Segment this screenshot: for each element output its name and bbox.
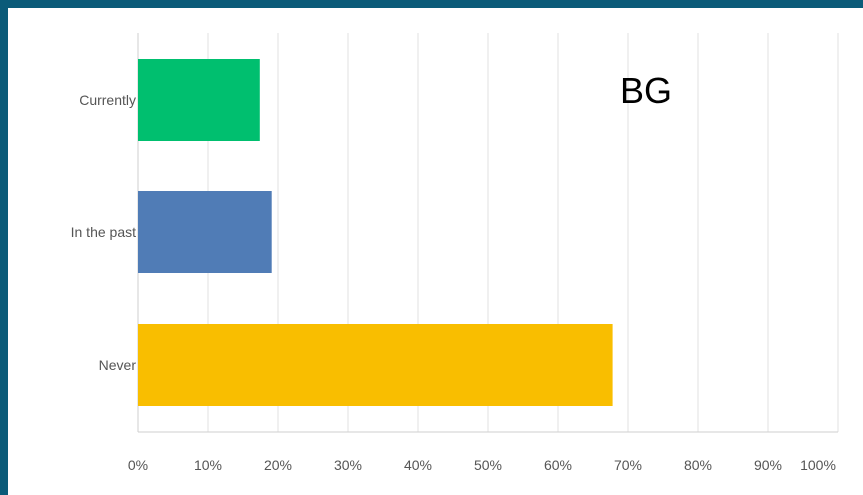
x-tick-label: 80% <box>684 457 712 473</box>
x-tick-label: 20% <box>264 457 292 473</box>
x-tick-label: 70% <box>614 457 642 473</box>
x-tick-label: 90% <box>754 457 782 473</box>
x-tick-label: 60% <box>544 457 572 473</box>
category-label: Currently <box>79 92 136 108</box>
bar-never <box>138 324 613 406</box>
bar-currently <box>138 59 260 141</box>
overlay-text: BG <box>620 70 673 111</box>
x-tick-label: 40% <box>404 457 432 473</box>
bar-in-the-past <box>138 191 272 273</box>
category-label: Never <box>99 357 137 373</box>
x-tick-label: 10% <box>194 457 222 473</box>
x-tick-label: 100% <box>800 457 836 473</box>
x-tick-label: 30% <box>334 457 362 473</box>
category-label: In the past <box>71 224 136 240</box>
x-tick-label: 50% <box>474 457 502 473</box>
x-tick-label: 0% <box>128 457 148 473</box>
